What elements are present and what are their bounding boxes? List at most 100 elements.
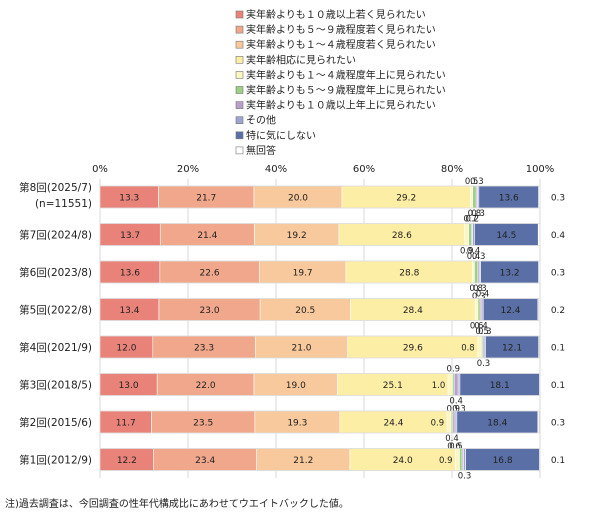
small-data-label: 1.0 [432,381,446,391]
category-label: 第4回(2021/9) [19,341,92,354]
small-data-label: 0.6 [470,322,484,332]
small-data-label: 0.4 [467,252,481,262]
small-data-label: 0.3 [477,359,491,369]
small-data-label: 0.4 [476,290,490,300]
no-answer-label: 0.3 [551,194,565,204]
no-answer-label: 0.1 [551,344,565,354]
data-label: 29.2 [396,194,416,204]
bar-outline [99,298,539,321]
category-label: 第1回(2012/9) [19,454,92,467]
data-label: 12.0 [116,344,136,354]
bar-segment [464,223,470,246]
legend-swatch [235,10,244,19]
legend-entry: その他 [246,114,276,127]
small-data-label: 0.8 [468,209,482,219]
small-data-label: 0.9 [447,405,461,415]
small-data-label: 0.8 [469,284,483,294]
bar-segment [463,448,466,471]
legend-swatch [235,116,244,124]
data-label: 12.4 [500,306,520,316]
footnote: 注)過去調査は、今回調査の性年代構成比にあわせてウエイトバックした値。 [5,497,349,510]
bar-outline [99,260,541,284]
bar-segment [468,223,473,246]
small-data-label: 0.9 [460,247,474,257]
no-answer-label: 0.2 [551,306,565,316]
data-label: 25.1 [383,381,403,391]
data-label: 18.1 [490,381,510,391]
data-label: 13.7 [120,231,140,241]
legend-entry: 実年齢よりも１０歳以上若く見られたい [246,8,426,21]
bar-segment [477,335,482,359]
legend-swatch [235,40,244,49]
data-label: 22.0 [196,381,216,391]
bar-segment [459,448,463,471]
legend-entry: 実年齢よりも５～９歳程度年上に見られたい [246,84,446,97]
small-data-label: 0.4 [474,322,488,332]
no-answer-label: 0.1 [551,456,565,466]
data-label: 19.3 [287,419,307,429]
legend-entry: 実年齢よりも１～４歳程度年上に見られたい [246,68,446,81]
small-data-label: 0.5 [449,442,463,452]
small-data-label: 0.7 [463,215,477,225]
legend: 実年齢よりも１０歳以上若く見られたい実年齢よりも５～９歳程度若く見られたい実年齢… [235,8,446,157]
category-label: 第6回(2023/8) [19,266,92,279]
small-data-label: 0.2 [465,215,479,225]
data-label: 28.6 [392,231,412,241]
small-data-label: 0.9 [439,456,453,466]
bar-row: 13.7 21.4 19.2 28.6 14.5 0.40.70.20.90.4 [99,215,565,257]
x-axis-ticks: 0% 20% 40% 60% 80% 100% [92,164,554,175]
data-label: 13.4 [119,306,139,316]
category-label: 第3回(2018/5) [19,379,92,392]
small-data-label: 0.9 [431,419,445,429]
bar-row: 12.0 23.3 21.0 29.6 12.1 0.10.80.50.30.3 [99,327,565,369]
small-data-label: 0.8 [461,344,475,354]
bar-row: 12.2 23.4 21.2 24.0 16.8 0.1 0.9 0.3 [99,448,565,482]
legend-entry: 実年齢よりも５～９歳程度若く見られたい [246,23,436,36]
data-label: 23.5 [193,419,213,429]
category-label: 第5回(2022/8) [19,304,92,317]
bar-outline [99,410,540,434]
x-tick-label: 60% [353,164,375,175]
bar-row: 13.3 21.7 20.0 29.2 13.6 0.30.50.30.80.3 [99,177,565,219]
small-data-label: 0.3 [473,284,487,294]
bar-segment [452,410,456,434]
category-label: 第7回(2024/8) [19,229,92,242]
bar-row: 13.6 22.6 19.7 28.8 13.2 0.30.40.30.80.30.3 [99,252,565,302]
data-label: 14.5 [496,231,516,241]
data-label: 23.4 [195,456,215,466]
legend-swatch [235,25,244,34]
bar-segment [474,260,479,284]
data-label: 19.7 [293,269,313,279]
legend-entry: 無回答 [246,144,276,157]
data-label: 12.2 [117,456,137,466]
small-data-label: 0.6 [447,442,461,452]
small-data-label: 0.9 [447,365,461,375]
data-label: 12.1 [502,344,522,354]
small-data-label: 0.3 [470,177,484,187]
legend-swatch [235,101,244,109]
legend-swatch [235,131,244,140]
bar-segment [475,298,479,321]
small-data-label: 0.3 [472,252,486,262]
legend-swatch [235,55,244,64]
small-data-label: 0.3 [458,472,472,482]
x-tick-label: 40% [265,164,287,175]
bar-outline [99,373,541,396]
bar-outline [99,223,541,246]
data-label: 23.0 [200,306,220,316]
data-label: 19.2 [287,231,307,241]
no-answer-label: 0.3 [551,269,565,279]
bar-segment [455,448,460,471]
data-label: 13.0 [119,381,139,391]
no-answer-label: 0.1 [551,381,565,391]
small-data-label: 0.3 [472,292,486,302]
bar-row: 13.0 22.0 19.0 25.1 18.1 0.11.00.90.40.90.3 [99,365,565,415]
data-label: 19.0 [286,381,306,391]
bar-segment [477,298,481,321]
data-label: 11.7 [116,419,136,429]
small-data-label: 0.5 [465,177,479,187]
x-tick-label: 0% [92,164,108,175]
data-label: 20.0 [288,194,308,204]
legend-swatch [235,71,244,79]
